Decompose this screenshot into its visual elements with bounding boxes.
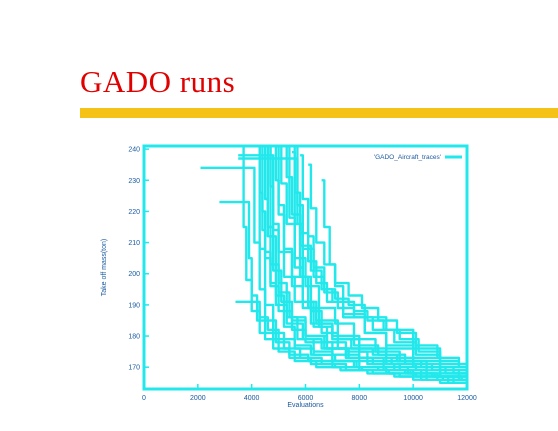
- series-layer: [200, 144, 469, 386]
- series-line-18: [200, 166, 469, 386]
- x-tick-label: 2000: [190, 395, 206, 402]
- y-tick-label: 230: [128, 178, 140, 185]
- series-line-22: [292, 151, 469, 377]
- series-line-24: [267, 144, 469, 383]
- series-line-23: [257, 144, 469, 386]
- x-tick-label: 4000: [244, 395, 260, 402]
- x-tick-label: 8000: [352, 395, 368, 402]
- series-line-9: [259, 144, 469, 383]
- series-line-17: [219, 200, 469, 386]
- x-axis-label: Evaluations: [287, 402, 324, 409]
- y-axis-label: Take off mass(ton): [101, 239, 108, 296]
- accent-bar: [80, 108, 558, 118]
- y-tick-label: 170: [128, 365, 140, 372]
- series-line-15: [286, 144, 469, 380]
- y-tick-label: 190: [128, 302, 140, 309]
- x-ticks: 0 2000 4000 6000 8000 10000 12000: [142, 384, 477, 402]
- y-tick-label: 180: [128, 334, 140, 341]
- legend: 'GADO_Aircraft_traces': [374, 154, 462, 161]
- legend-label: 'GADO_Aircraft_traces': [374, 154, 441, 161]
- y-ticks: 170 180 190 200 210 220 230 240: [128, 147, 149, 372]
- series-line-13: [308, 163, 469, 371]
- series-line-14: [321, 179, 469, 371]
- slide-title: GADO runs: [80, 64, 236, 99]
- x-tick-label: 10000: [403, 395, 423, 402]
- series-line-8: [300, 154, 469, 371]
- y-tick-label: 240: [128, 147, 140, 154]
- x-tick-label: 6000: [298, 395, 314, 402]
- y-tick-label: 200: [128, 271, 140, 278]
- x-tick-label: 0: [142, 395, 146, 402]
- y-tick-label: 220: [128, 209, 140, 216]
- x-tick-label: 12000: [457, 395, 477, 402]
- y-tick-label: 210: [128, 240, 140, 247]
